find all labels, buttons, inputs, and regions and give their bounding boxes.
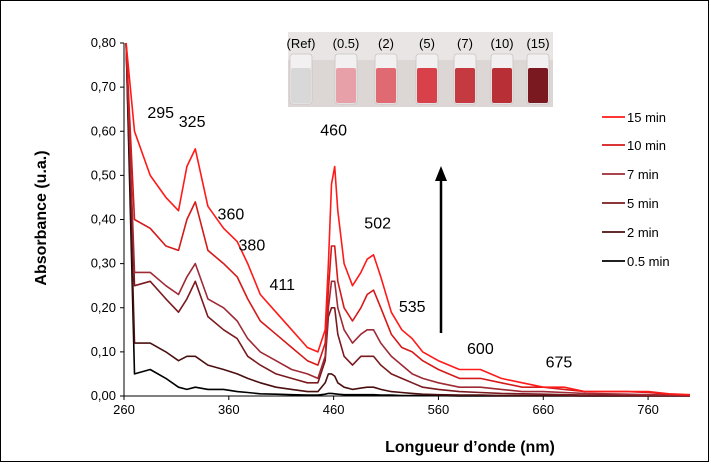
legend-label: 0.5 min — [627, 254, 670, 269]
vial-solution — [455, 68, 475, 103]
x-axis-title: Longueur d’onde (nm) — [385, 439, 555, 456]
peak-label: 502 — [364, 215, 391, 232]
y-tick-label: 0,40 — [91, 212, 116, 227]
peak-label: 675 — [546, 354, 573, 371]
x-tick-label: 360 — [218, 402, 240, 417]
x-tick-label: 660 — [532, 402, 554, 417]
arrow-head — [435, 166, 447, 181]
vial-solution — [336, 68, 356, 103]
peak-label: 325 — [179, 114, 206, 131]
peak-label: 295 — [147, 105, 174, 122]
legend: 15 min 10 min 7 min 5 min 2 min 0.5 min — [602, 110, 670, 269]
y-tick-label: 0,70 — [91, 79, 116, 94]
legend-label: 15 min — [627, 110, 666, 125]
vial-solution — [376, 68, 396, 103]
legend-label: 10 min — [627, 138, 666, 153]
y-tick-label: 0,20 — [91, 300, 116, 315]
peak-label: 360 — [218, 207, 245, 224]
vial-label: (5) — [419, 36, 435, 51]
vial-label: (15) — [526, 36, 549, 51]
y-tick-label: 0,30 — [91, 256, 116, 271]
x-tick-label: 460 — [323, 402, 345, 417]
peak-label: 535 — [399, 299, 426, 316]
x-tick-label: 260 — [113, 402, 135, 417]
y-tick-label: 0,50 — [91, 167, 116, 182]
y-axis-title: Absorbance (u.a.) — [33, 150, 50, 285]
increase-arrow — [435, 166, 447, 333]
peak-label: 380 — [239, 237, 266, 254]
vial-label: (10) — [490, 36, 513, 51]
vial-solution — [492, 68, 512, 103]
x-tick-label: 560 — [428, 402, 450, 417]
vials-photo-inset: (Ref) (0.5) (2) (5) (7) (10) (15) — [287, 32, 553, 107]
vial-solution — [417, 68, 437, 103]
peak-annotations: 295 325 360 380 411 460 502 535 600 675 — [147, 105, 572, 371]
vial-label: (Ref) — [287, 36, 316, 51]
legend-label: 7 min — [627, 167, 659, 182]
x-tick-label: 760 — [637, 402, 659, 417]
y-tick-label: 0,60 — [91, 123, 116, 138]
vial-solution — [528, 68, 548, 103]
y-tick-label: 0,00 — [91, 388, 116, 403]
peak-label: 460 — [320, 123, 347, 140]
y-tick-label: 0,80 — [91, 35, 116, 50]
peak-label: 600 — [467, 341, 494, 358]
legend-label: 2 min — [627, 225, 659, 240]
y-tick-label: 0,10 — [91, 344, 116, 359]
legend-label: 5 min — [627, 196, 659, 211]
vial-label: (2) — [378, 36, 394, 51]
vial-label: (7) — [457, 36, 473, 51]
peak-label: 411 — [270, 277, 296, 294]
vial-label: (0.5) — [333, 36, 360, 51]
vial-solution — [291, 68, 311, 103]
